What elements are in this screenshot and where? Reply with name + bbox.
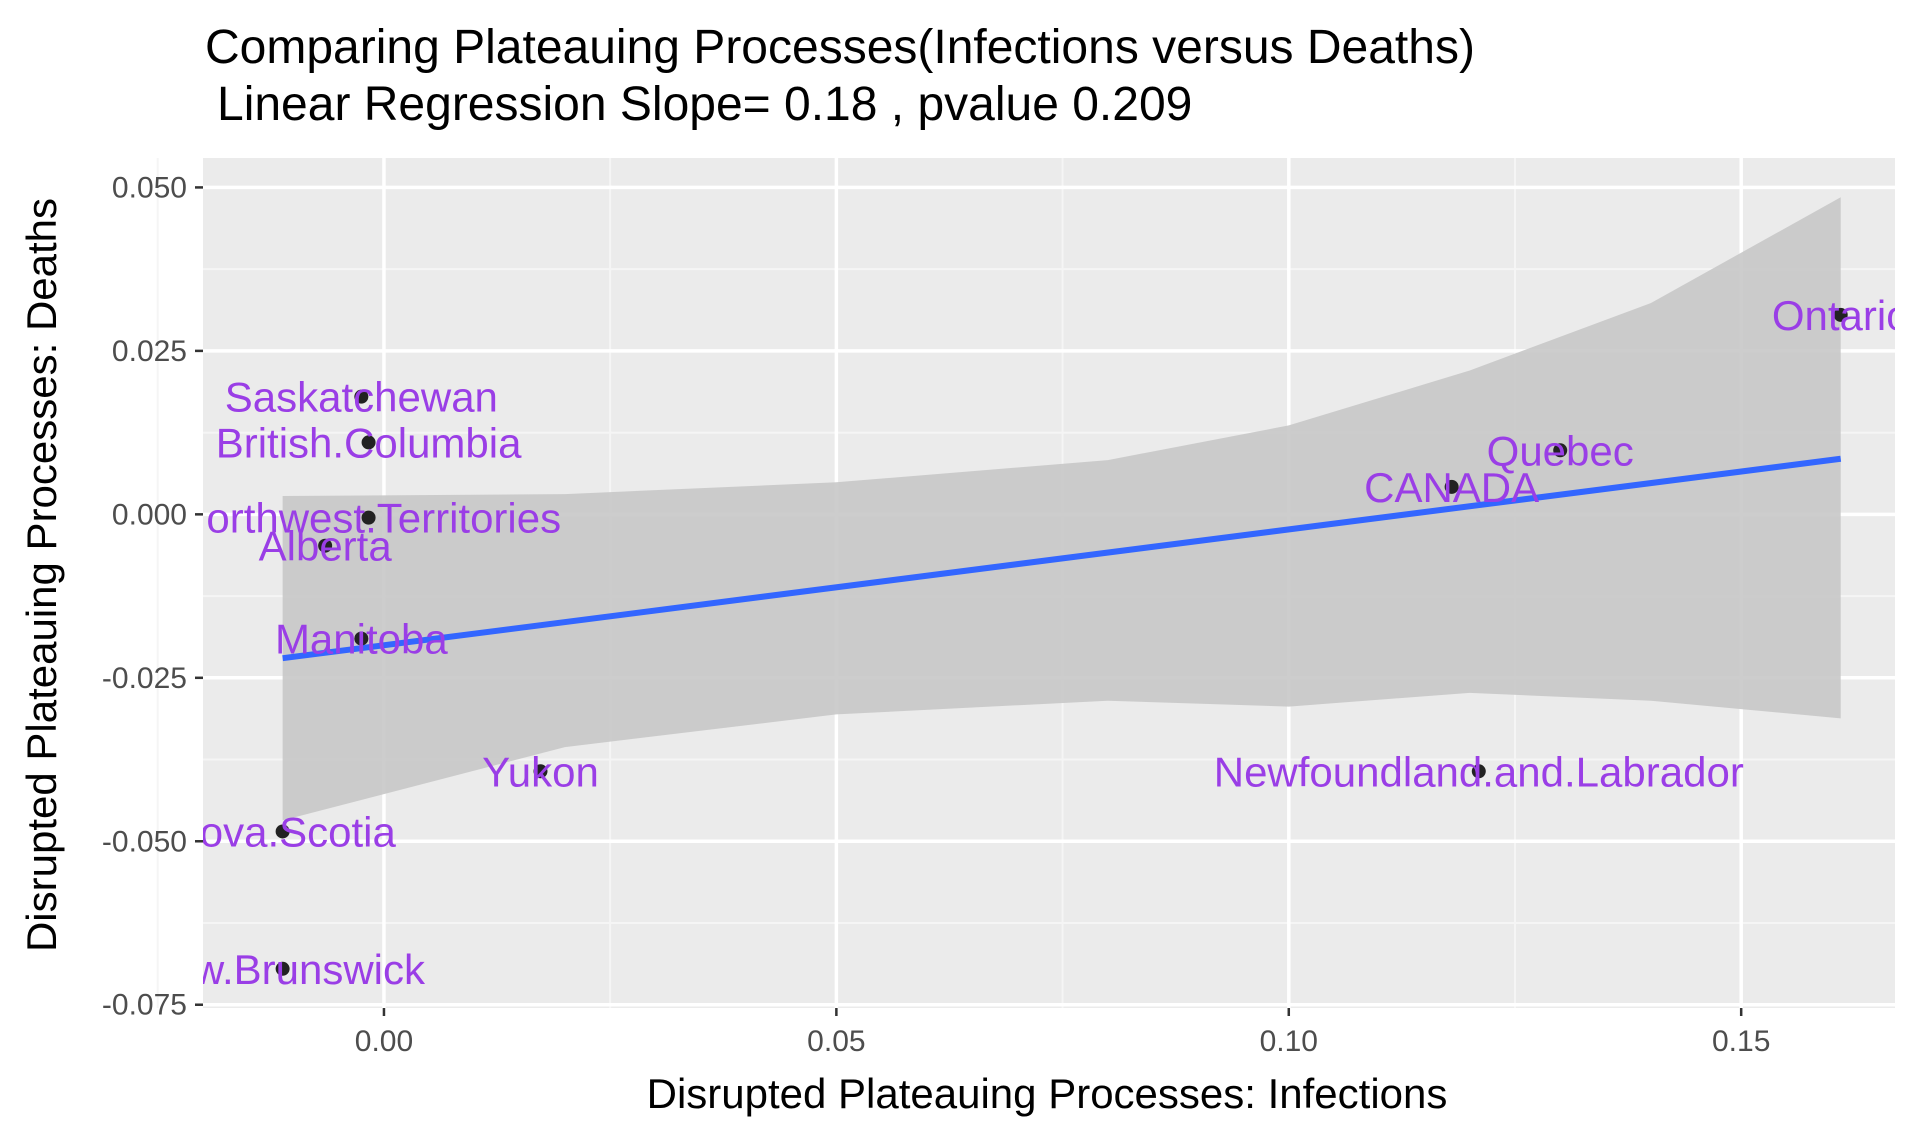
y-tick-label: -0.025 (102, 662, 187, 695)
y-tick-label: -0.075 (102, 989, 187, 1022)
regression-line (282, 455, 1842, 662)
point-label-british-columbia: British.Columbia (216, 419, 522, 466)
point-label-nova-scotia: Nova.Scotia (169, 808, 396, 855)
x-tick-label: 0.15 (1712, 1025, 1770, 1058)
y-tick-label: 0.000 (112, 498, 187, 531)
axes: 0.050 0.025 0.000 -0.025 -0.050 -0.075 0.00 0.0… (102, 171, 1770, 1058)
point-label-new-brunswick: New.Brunswick (140, 946, 426, 993)
data-point-canada (1444, 479, 1459, 494)
data-points (275, 307, 1848, 976)
data-point-manitoba (354, 631, 369, 646)
data-point-saskatchewan (354, 389, 369, 404)
point-label-alberta: Alberta (259, 523, 393, 570)
data-point-nova-scotia (275, 824, 290, 839)
x-tick-label: 0.10 (1260, 1025, 1318, 1058)
point-label-ontario: Ontario (1772, 292, 1906, 339)
chart-subtitle: Linear Regression Slope= 0.18 , pvalue 0… (217, 78, 1192, 131)
regression-line-group (282, 455, 1842, 662)
point-label-northwest-territories: Northwest.Territories (176, 495, 561, 542)
data-point-ontario (1833, 307, 1848, 322)
data-point-alberta (318, 538, 333, 553)
point-label-newfoundland-and-labrador: Newfoundland.and.Labrador (1214, 748, 1744, 795)
point-label-saskatchewan: Saskatchewan (225, 374, 498, 421)
point-label-canada: CANADA (1364, 464, 1539, 511)
y-tick-label: 0.050 (112, 171, 187, 204)
y-tick-label: 0.025 (112, 335, 187, 368)
data-point-quebec (1553, 443, 1568, 458)
y-tick-label: -0.050 (102, 825, 187, 858)
point-label-yukon: Yukon (482, 748, 599, 795)
data-point-northwest-territories (361, 510, 376, 525)
x-axis-title: Disrupted Plateauing Processes: Infectio… (647, 1070, 1448, 1117)
confidence-band-area (282, 197, 1841, 821)
data-point-new-brunswick (275, 961, 290, 976)
data-point-yukon (533, 764, 548, 779)
y-axis-title: Disrupted Plateauing Processes: Deaths (18, 198, 65, 952)
chart-title: Comparing Plateauing Processes(Infection… (205, 21, 1475, 74)
confidence-band (282, 197, 1841, 821)
data-point-british-columbia (361, 435, 376, 450)
data-point-newfoundland-and-labrador (1471, 764, 1486, 779)
point-label-manitoba: Manitoba (275, 616, 448, 663)
point-label-quebec: Quebec (1487, 427, 1634, 474)
x-tick-label: 0.00 (355, 1025, 413, 1058)
x-tick-label: 0.05 (807, 1025, 865, 1058)
